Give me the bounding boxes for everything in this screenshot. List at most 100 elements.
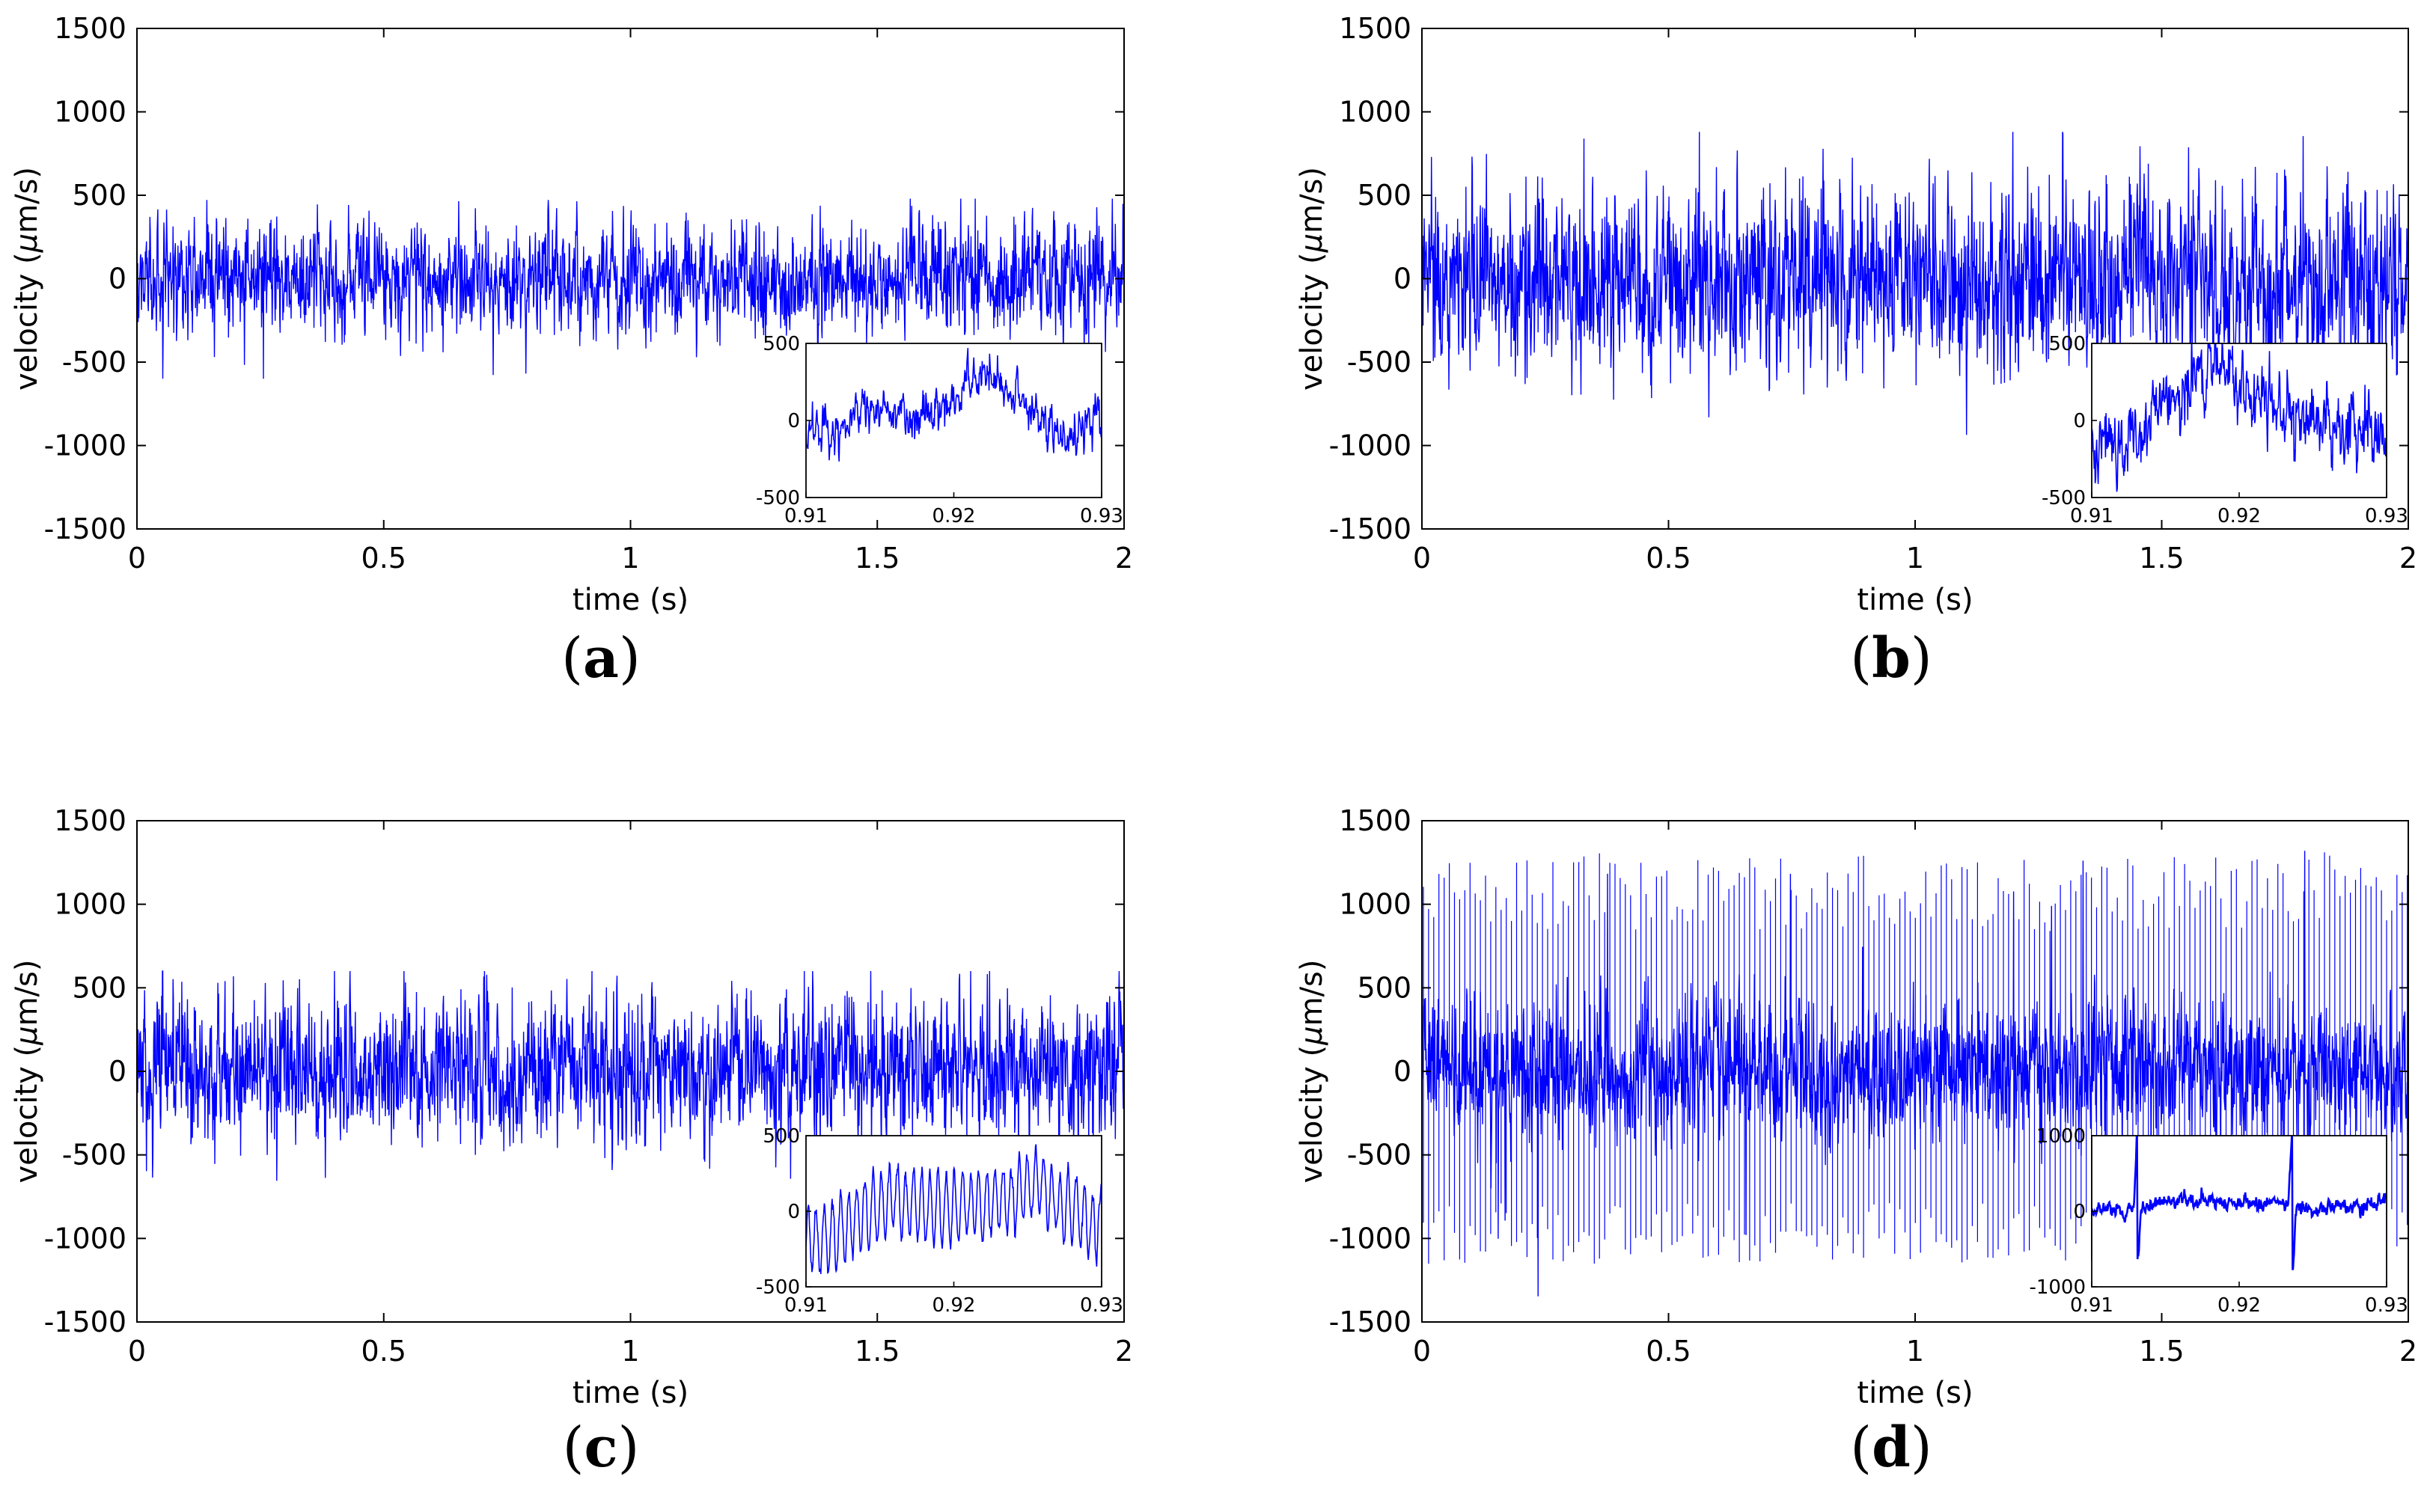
x-axis-label-d: time (s) — [1857, 1376, 1973, 1410]
y-axis-label-b: velocity (μm/s) — [1295, 167, 1329, 391]
inset-y-tick-label-c: 500 — [763, 1125, 800, 1148]
panel-label-open: ( — [563, 1415, 584, 1480]
panel-label-open: ( — [1850, 1415, 1872, 1480]
panel-label-close: ) — [619, 626, 641, 691]
y-tick-label-a: 500 — [72, 179, 126, 212]
inset-y-tick-label-b: 0 — [2073, 410, 2086, 432]
y-axis-label-suffix: m/s) — [10, 167, 44, 233]
y-tick-label-b: -1000 — [1329, 429, 1411, 462]
panel-label-open: ( — [1850, 626, 1872, 691]
x-tick-label-b: 0.5 — [1646, 542, 1691, 575]
y-tick-label-c: 500 — [72, 971, 126, 1004]
x-tick-label-c: 0.5 — [361, 1335, 406, 1368]
inset-a: 0.91 0.92 0.93 -500 0 500 — [756, 333, 1123, 527]
x-tick-label-d: 2 — [2399, 1335, 2417, 1368]
x-tick-label-d: 0 — [1413, 1335, 1431, 1368]
inset-x-tick-label-a: 0.92 — [932, 505, 976, 527]
x-tick-label-c: 2 — [1115, 1335, 1133, 1368]
y-axis-label-mu: μ — [10, 233, 44, 253]
y-axis-label-prefix: velocity ( — [10, 252, 44, 391]
x-tick-label-b: 1 — [1906, 542, 1924, 575]
inset-x-tick-label-b: 0.93 — [2365, 505, 2408, 527]
y-tick-label-c: -1000 — [44, 1222, 126, 1255]
y-axis-label-mu: μ — [10, 1026, 44, 1045]
chart-panel-c: 0 0.5 1 1.5 2 -1500 -1000 -500 0 500 1000 1500 time … — [10, 804, 1133, 1480]
signal-trace-c — [137, 970, 1124, 1181]
x-tick-label-b: 0 — [1413, 542, 1431, 575]
panel-label-d: (d) — [1850, 1415, 1932, 1480]
chart-panel-d: 0 0.5 1 1.5 2 -1500 -1000 -500 0 500 1000 1500 time … — [1295, 804, 2417, 1480]
panel-label-letter: d — [1872, 1415, 1911, 1480]
y-tick-label-a: 0 — [109, 263, 126, 296]
y-tick-label-d: 0 — [1393, 1055, 1411, 1088]
y-tick-label-c: -500 — [62, 1139, 126, 1172]
y-tick-label-d: -500 — [1347, 1139, 1411, 1172]
x-tick-label-c: 1.5 — [855, 1335, 900, 1368]
inset-y-tick-label-a: 500 — [763, 333, 800, 355]
y-tick-label-d: 1500 — [1339, 804, 1411, 837]
panel-label-letter: b — [1872, 626, 1911, 691]
chart-panel-b: 0 0.5 1 1.5 2 -1500 -1000 -500 0 500 1000 1500 time … — [1295, 12, 2417, 691]
inset-x-tick-label-c: 0.93 — [1080, 1294, 1123, 1317]
y-tick-label-b: 1500 — [1339, 12, 1411, 45]
y-tick-label-c: 1500 — [54, 804, 126, 837]
y-tick-label-d: -1500 — [1329, 1306, 1411, 1338]
y-tick-label-c: 1000 — [54, 888, 126, 921]
y-axis-label-prefix: velocity ( — [1295, 1045, 1329, 1184]
inset-x-tick-label-a: 0.93 — [1080, 505, 1123, 527]
inset-y-tick-label-b: -500 — [2042, 487, 2086, 509]
x-tick-label-b: 1.5 — [2139, 542, 2184, 575]
inset-trace-d — [2092, 1136, 2387, 1270]
inset-trace-b — [2092, 343, 2387, 492]
panel-label-open: ( — [561, 626, 583, 691]
y-tick-label-d: -1000 — [1329, 1222, 1411, 1255]
x-tick-label-a: 0 — [128, 542, 146, 575]
y-tick-label-c: -1500 — [44, 1306, 126, 1338]
signal-trace-b — [1422, 132, 2408, 459]
x-axis-label-a: time (s) — [573, 583, 689, 617]
inset-x-tick-label-c: 0.91 — [784, 1294, 828, 1317]
inset-y-tick-label-d: -1000 — [2029, 1276, 2086, 1299]
x-tick-label-b: 2 — [2399, 542, 2417, 575]
inset-x-tick-label-d: 0.93 — [2365, 1294, 2408, 1317]
inset-x-tick-label-b: 0.91 — [2070, 505, 2113, 527]
inset-trace-a — [806, 348, 1102, 462]
y-tick-label-a: -500 — [62, 346, 126, 379]
chart-panel-a: 0 0.5 1 1.5 2 -1500 -1000 -500 0 500 1000 1500 time … — [10, 12, 1133, 691]
y-tick-label-b: 500 — [1357, 179, 1411, 212]
inset-y-tick-label-c: 0 — [787, 1201, 800, 1223]
y-axis-label-d: velocity (μm/s) — [1295, 960, 1329, 1184]
inset-y-tick-label-b: 500 — [2048, 333, 2086, 355]
inset-y-tick-label-c: -500 — [756, 1276, 800, 1299]
inset-d: 0.91 0.92 0.93 -1000 0 1000 — [2029, 1125, 2408, 1317]
y-tick-label-a: 1000 — [54, 96, 126, 129]
y-tick-label-a: 1500 — [54, 12, 126, 45]
y-axis-label-a: velocity (μm/s) — [10, 167, 44, 391]
y-tick-label-a: -1000 — [44, 429, 126, 462]
y-tick-label-b: -1500 — [1329, 512, 1411, 545]
inset-b: 0.91 0.92 0.93 -500 0 500 — [2042, 333, 2408, 527]
inset-y-tick-label-a: -500 — [756, 487, 800, 509]
inset-x-tick-label-a: 0.91 — [784, 505, 828, 527]
signal-spikes-d — [1423, 852, 2408, 1264]
signal-trace-a — [137, 198, 1124, 379]
y-axis-label-mu: μ — [1295, 233, 1329, 253]
x-tick-label-a: 1.5 — [855, 542, 900, 575]
y-axis-label-suffix: m/s) — [10, 960, 44, 1026]
panel-label-c: (c) — [563, 1415, 640, 1480]
panel-label-close: ) — [618, 1415, 640, 1480]
x-axis-label-b: time (s) — [1857, 583, 1973, 617]
y-tick-label-c: 0 — [109, 1055, 126, 1088]
y-axis-label-suffix: m/s) — [1295, 960, 1329, 1026]
panel-label-a: (a) — [561, 626, 641, 691]
inset-y-tick-label-a: 0 — [787, 410, 800, 432]
x-tick-label-c: 0 — [128, 1335, 146, 1368]
x-axis-label-c: time (s) — [573, 1376, 689, 1410]
panel-label-b: (b) — [1850, 626, 1932, 691]
y-axis-label-suffix: m/s) — [1295, 167, 1329, 233]
x-tick-label-a: 0.5 — [361, 542, 406, 575]
panel-label-letter: a — [583, 626, 619, 691]
inset-x-tick-label-d: 0.91 — [2070, 1294, 2113, 1317]
panel-label-letter: c — [584, 1415, 617, 1480]
